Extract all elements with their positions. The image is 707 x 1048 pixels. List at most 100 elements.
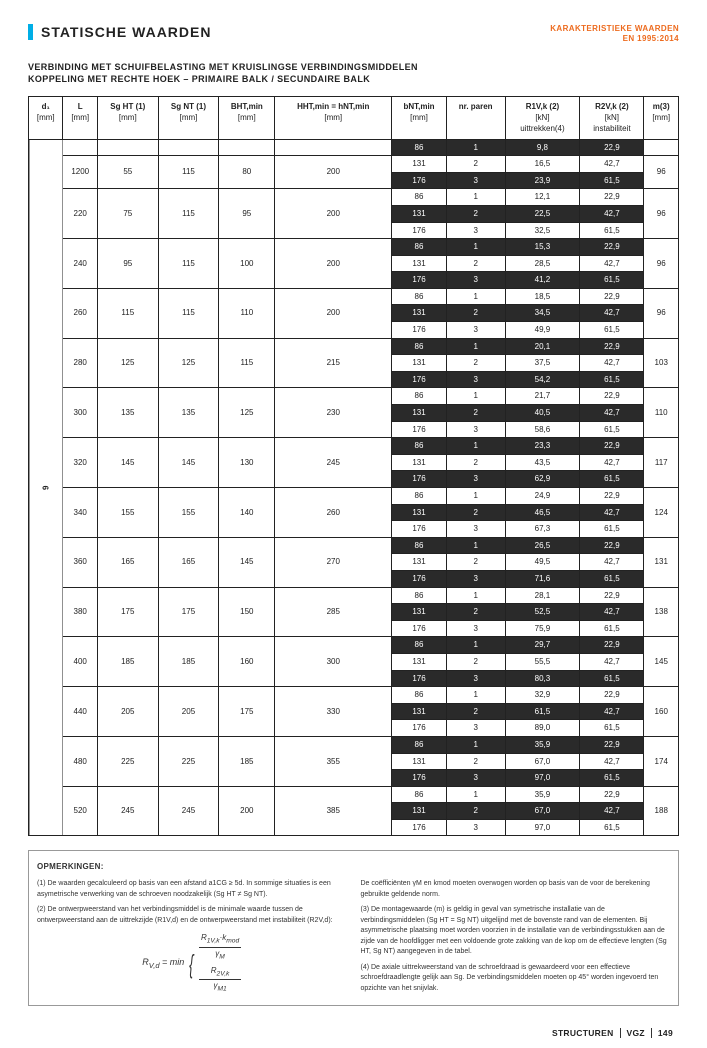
cell: 42,7 [580,405,644,422]
cell: 131 [392,255,447,272]
data-table: d₁[mm]L[mm]Sg HT (1)[mm]Sg NT (1)[mm]BHT… [28,96,679,837]
note-4: (4) De axiale uittrekweerstand van de sc… [361,963,671,995]
cell: 220 [63,189,97,239]
cell: 2 [446,255,505,272]
cell: 95 [219,189,275,239]
cell: 42,7 [580,653,644,670]
side-label: 9 [29,139,63,836]
cell: 37,5 [505,355,580,372]
cell: 75 [97,189,158,239]
cell: 165 [97,537,158,587]
cell: 3 [446,819,505,836]
cell: 28,1 [505,587,580,604]
col-header: R2V,k (2)[kN]instabiliteit [580,96,644,139]
cell: 330 [275,687,392,737]
cell: 49,9 [505,322,580,339]
cell: 3 [446,521,505,538]
cell: 131 [644,537,679,587]
cell: 1 [446,687,505,704]
cell: 175 [219,687,275,737]
table-row: 52024524520038586135,922,9188 [29,786,679,803]
cell: 176 [392,720,447,737]
cell: 12,1 [505,189,580,206]
cell: 145 [97,438,158,488]
cell: 131 [392,504,447,521]
cell: 96 [644,288,679,338]
page-title: STATISCHE WAARDEN [41,24,211,40]
cell: 160 [219,637,275,687]
cell [63,139,97,156]
cell: 80,3 [505,670,580,687]
cell: 176 [392,620,447,637]
cell: 29,7 [505,637,580,654]
table-row: 48022522518535586135,922,9174 [29,736,679,753]
cell: 176 [392,371,447,388]
cell: 40,5 [505,405,580,422]
cell: 35,9 [505,736,580,753]
formula: RV,d = min { R1V,k·kmodγM R2V,kγM1 [37,932,347,994]
cell: 3 [446,322,505,339]
table-row: 36016516514527086126,522,9131 [29,537,679,554]
cell: 103 [644,338,679,388]
cell: 3 [446,272,505,289]
cell: 245 [97,786,158,836]
cell: 86 [392,338,447,355]
cell: 140 [219,488,275,538]
cell: 55,5 [505,653,580,670]
table-row: 220751159520086112,122,996 [29,189,679,206]
cell: 61,5 [580,770,644,787]
accent-bar [28,24,33,40]
cell: 200 [275,288,392,338]
cell: 131 [392,205,447,222]
cell: 2 [446,803,505,820]
cell: 46,5 [505,504,580,521]
cell: 23,9 [505,172,580,189]
cell: 61,5 [580,670,644,687]
cell: 86 [392,637,447,654]
cell: 21,7 [505,388,580,405]
cell: 176 [392,272,447,289]
cell: 3 [446,421,505,438]
cell: 86 [392,786,447,803]
cell: 61,5 [580,421,644,438]
cell: 131 [392,653,447,670]
cell: 3 [446,471,505,488]
table-row: 12005511580200131216,542,796 [29,156,679,173]
cell: 300 [275,637,392,687]
cell: 340 [63,488,97,538]
cell: 1 [446,786,505,803]
cell: 360 [63,537,97,587]
cell: 54,2 [505,371,580,388]
cell: 115 [158,189,219,239]
cell: 2 [446,703,505,720]
cell: 1 [446,537,505,554]
col-header: Sg NT (1)[mm] [158,96,219,139]
cell: 130 [219,438,275,488]
table-row: 34015515514026086124,922,9124 [29,488,679,505]
cell: 131 [392,156,447,173]
cell: 61,5 [580,272,644,289]
cell: 20,1 [505,338,580,355]
cell [644,139,679,156]
cell: 61,5 [580,521,644,538]
cell: 61,5 [580,172,644,189]
cell: 62,9 [505,471,580,488]
cell: 61,5 [580,222,644,239]
cell: 61,5 [580,471,644,488]
cell: 42,7 [580,255,644,272]
cell: 115 [219,338,275,388]
cell: 176 [392,172,447,189]
cell: 285 [275,587,392,637]
cell: 97,0 [505,819,580,836]
cell: 215 [275,338,392,388]
cell: 225 [158,736,219,786]
cell: 115 [158,156,219,189]
cell: 225 [97,736,158,786]
cell: 138 [644,587,679,637]
cell: 2 [446,554,505,571]
cell: 1 [446,388,505,405]
cell: 1 [446,239,505,256]
col-header: bNT,min[mm] [392,96,447,139]
cell: 1 [446,189,505,206]
cell: 320 [63,438,97,488]
